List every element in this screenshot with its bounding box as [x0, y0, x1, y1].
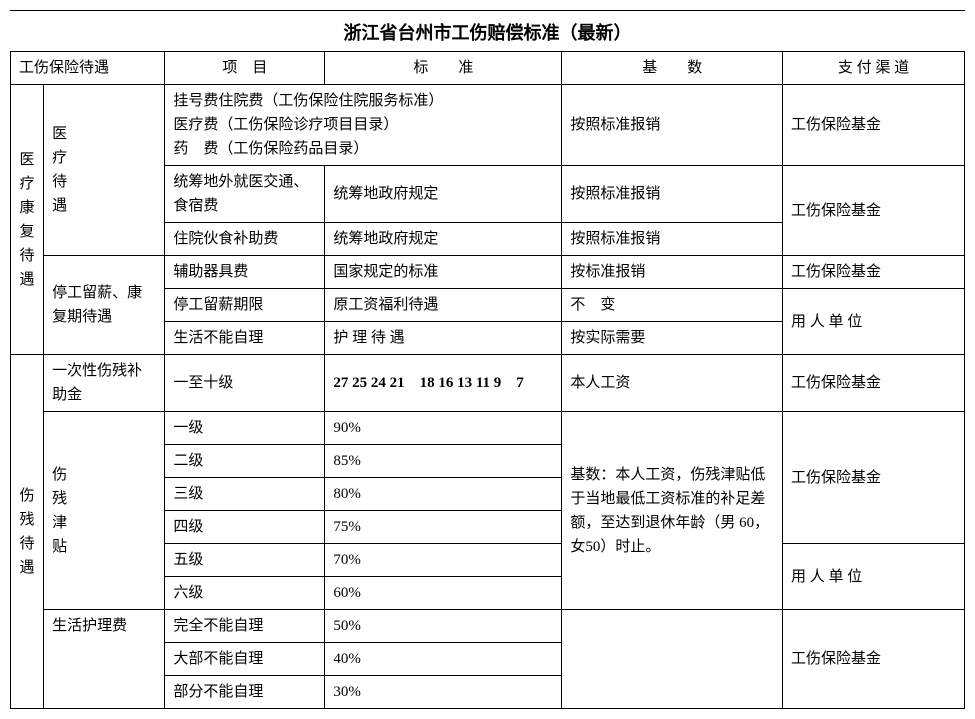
- compensation-table: 工伤保险待遇 项 目 标 准 基 数 支 付 渠 道 医疗康复待遇 医疗待遇 挂…: [10, 51, 965, 709]
- cell-project: 三级: [165, 478, 325, 511]
- cell-project: 住院伙食补助费: [165, 223, 325, 256]
- cell-std: 70%: [325, 544, 562, 577]
- sub-allowance: 伤残津贴: [44, 412, 165, 610]
- header-col5: 支 付 渠 道: [782, 52, 964, 85]
- cell-std: 国家规定的标准: [325, 256, 562, 289]
- table-header-row: 工伤保险待遇 项 目 标 准 基 数 支 付 渠 道: [11, 52, 965, 85]
- cell-project: 一级: [165, 412, 325, 445]
- cell-project: 二级: [165, 445, 325, 478]
- cell-project: 大部不能自理: [165, 643, 325, 676]
- cell-pay: 工伤保险基金: [782, 355, 964, 412]
- cell-base: 按照标准报销: [562, 166, 783, 223]
- cell-project: 五级: [165, 544, 325, 577]
- cell-base: 按照标准报销: [562, 223, 783, 256]
- cell-std: 60%: [325, 577, 562, 610]
- table-row: 停工留薪、康复期待遇 辅助器具费 国家规定的标准 按标准报销 工伤保险基金: [11, 256, 965, 289]
- cell-project: 一至十级: [165, 355, 325, 412]
- cell-std: 90%: [325, 412, 562, 445]
- page-title: 浙江省台州市工伤赔偿标准（最新）: [10, 10, 965, 51]
- header-col1: 工伤保险待遇: [11, 52, 165, 85]
- header-col2: 项 目: [165, 52, 325, 85]
- group-disability: 伤残待遇: [11, 355, 44, 709]
- cell-project: 完全不能自理: [165, 610, 325, 643]
- table-row: 伤残待遇 一次性伤残补助金 一至十级 27 25 24 21 18 16 13 …: [11, 355, 965, 412]
- header-col4: 基 数: [562, 52, 783, 85]
- cell-pay: 工伤保险基金: [782, 256, 964, 289]
- cell-std: 统筹地政府规定: [325, 223, 562, 256]
- table-row: 伤残津贴 一级 90% 基数：本人工资，伤残津贴低于当地最低工资标准的补足差额，…: [11, 412, 965, 445]
- cell-project: 四级: [165, 511, 325, 544]
- cell-base: 按实际需要: [562, 322, 783, 355]
- table-row: 医疗康复待遇 医疗待遇 挂号费住院费（工伤保险住院服务标准） 医疗费（工伤保险诊…: [11, 85, 965, 166]
- cell-project: 停工留薪期限: [165, 289, 325, 322]
- cell-pay: 工伤保险基金: [782, 166, 964, 256]
- cell-std: 75%: [325, 511, 562, 544]
- cell-base: 按标准报销: [562, 256, 783, 289]
- cell-project: 辅助器具费: [165, 256, 325, 289]
- sub-life-care: 生活护理费: [44, 610, 165, 709]
- cell-project: 生活不能自理: [165, 322, 325, 355]
- cell-project: 挂号费住院费（工伤保险住院服务标准） 医疗费（工伤保险诊疗项目目录） 药 费（工…: [165, 85, 562, 166]
- cell-pay: 用 人 单 位: [782, 544, 964, 610]
- cell-pay: 工伤保险基金: [782, 412, 964, 544]
- cell-base: 按照标准报销: [562, 85, 783, 166]
- cell-std: 50%: [325, 610, 562, 643]
- cell-std: 护 理 待 遇: [325, 322, 562, 355]
- cell-std: 统筹地政府规定: [325, 166, 562, 223]
- sub-work-stoppage: 停工留薪、康复期待遇: [44, 256, 165, 355]
- cell-base: [562, 610, 783, 709]
- cell-project: 六级: [165, 577, 325, 610]
- cell-std: 40%: [325, 643, 562, 676]
- cell-std: 30%: [325, 676, 562, 709]
- group-label: 医疗康复待遇: [20, 152, 35, 288]
- group-medical: 医疗康复待遇: [11, 85, 44, 355]
- header-col3: 标 准: [325, 52, 562, 85]
- cell-pay: 用 人 单 位: [782, 289, 964, 355]
- sub-one-time: 一次性伤残补助金: [44, 355, 165, 412]
- cell-base: 本人工资: [562, 355, 783, 412]
- cell-project: 统筹地外就医交通、食宿费: [165, 166, 325, 223]
- cell-project: 部分不能自理: [165, 676, 325, 709]
- table-row: 生活护理费 完全不能自理 50% 工伤保险基金: [11, 610, 965, 643]
- cell-std: 27 25 24 21 18 16 13 11 9 7: [325, 355, 562, 412]
- cell-std: 原工资福利待遇: [325, 289, 562, 322]
- cell-base: 不 变: [562, 289, 783, 322]
- cell-pay: 工伤保险基金: [782, 85, 964, 166]
- cell-std: 80%: [325, 478, 562, 511]
- cell-base: 基数：本人工资，伤残津贴低于当地最低工资标准的补足差额，至达到退休年龄（男 60…: [562, 412, 783, 610]
- cell-pay: 工伤保险基金: [782, 610, 964, 709]
- cell-std: 85%: [325, 445, 562, 478]
- sub-medical-treatment: 医疗待遇: [44, 85, 165, 256]
